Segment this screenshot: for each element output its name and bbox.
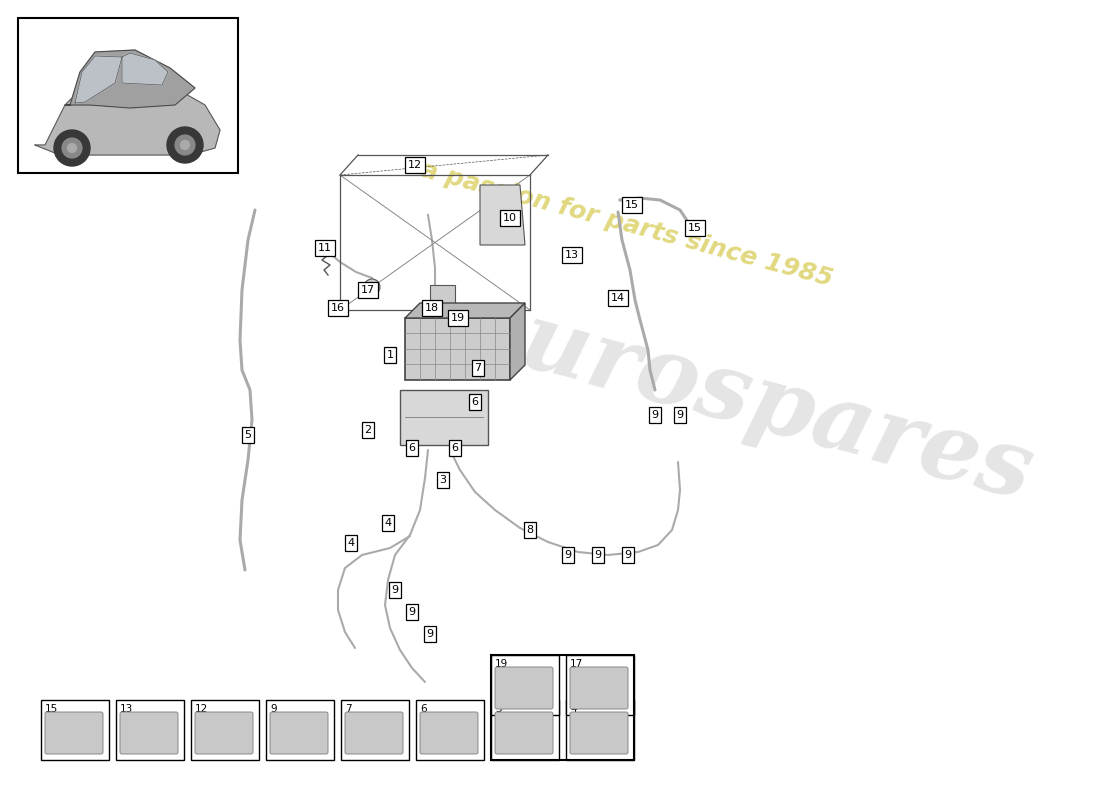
Bar — [491, 655, 559, 715]
Text: 11: 11 — [318, 243, 332, 253]
Text: 15: 15 — [45, 704, 58, 714]
Text: 5: 5 — [244, 430, 252, 440]
Bar — [41, 700, 109, 760]
FancyBboxPatch shape — [420, 712, 478, 754]
Bar — [566, 700, 634, 760]
Text: 9: 9 — [408, 607, 416, 617]
Text: 9: 9 — [564, 550, 572, 560]
Circle shape — [62, 138, 81, 158]
FancyBboxPatch shape — [495, 667, 553, 709]
Text: 15: 15 — [688, 223, 702, 233]
Text: 15: 15 — [625, 200, 639, 210]
Bar — [341, 700, 409, 760]
Text: 9: 9 — [427, 629, 433, 639]
Text: 16: 16 — [331, 303, 345, 313]
Text: 2: 2 — [364, 425, 372, 435]
Circle shape — [54, 130, 90, 166]
Text: 19: 19 — [495, 659, 508, 669]
Bar — [566, 655, 634, 715]
Text: 9: 9 — [392, 585, 398, 595]
Text: 6: 6 — [472, 397, 478, 407]
Text: 7: 7 — [345, 704, 352, 714]
FancyBboxPatch shape — [570, 712, 628, 754]
Polygon shape — [405, 318, 510, 380]
Bar — [416, 700, 484, 760]
FancyBboxPatch shape — [345, 712, 403, 754]
Text: 17: 17 — [570, 659, 583, 669]
Text: 13: 13 — [120, 704, 133, 714]
Polygon shape — [510, 303, 525, 380]
Bar — [491, 700, 559, 760]
Bar — [191, 700, 258, 760]
Polygon shape — [75, 56, 122, 103]
Polygon shape — [122, 53, 168, 85]
Text: 6: 6 — [420, 704, 427, 714]
FancyBboxPatch shape — [495, 712, 553, 754]
Polygon shape — [35, 75, 220, 155]
Polygon shape — [430, 285, 455, 315]
Text: 3: 3 — [440, 475, 447, 485]
Polygon shape — [480, 185, 525, 245]
Text: 7: 7 — [474, 363, 482, 373]
Text: 9: 9 — [594, 550, 602, 560]
FancyBboxPatch shape — [570, 667, 628, 709]
Polygon shape — [65, 50, 195, 108]
Text: 9: 9 — [625, 550, 631, 560]
Text: 18: 18 — [425, 303, 439, 313]
Bar — [18, 18, 238, 173]
Text: 19: 19 — [451, 313, 465, 323]
Text: 4: 4 — [384, 518, 392, 528]
Text: 10: 10 — [503, 213, 517, 223]
Bar — [491, 655, 634, 760]
Circle shape — [364, 279, 380, 295]
Text: 6: 6 — [451, 443, 459, 453]
FancyBboxPatch shape — [270, 712, 328, 754]
Bar — [266, 700, 334, 760]
FancyBboxPatch shape — [45, 712, 103, 754]
Text: 6: 6 — [408, 443, 416, 453]
Text: 14: 14 — [610, 293, 625, 303]
Text: a passion for parts since 1985: a passion for parts since 1985 — [418, 158, 836, 290]
Polygon shape — [405, 303, 525, 318]
FancyBboxPatch shape — [120, 712, 178, 754]
Text: 8: 8 — [527, 525, 534, 535]
Circle shape — [175, 135, 195, 155]
Text: 5: 5 — [495, 704, 502, 714]
Text: 12: 12 — [195, 704, 208, 714]
Polygon shape — [400, 390, 488, 445]
Circle shape — [167, 127, 204, 163]
Text: 1: 1 — [386, 350, 394, 360]
Text: eurospares: eurospares — [453, 281, 1043, 519]
Text: 9: 9 — [651, 410, 659, 420]
Circle shape — [180, 141, 189, 150]
FancyBboxPatch shape — [195, 712, 253, 754]
Text: 9: 9 — [676, 410, 683, 420]
Bar — [116, 700, 184, 760]
Circle shape — [67, 143, 77, 153]
Text: 4: 4 — [570, 704, 576, 714]
Text: 4: 4 — [348, 538, 354, 548]
Text: 17: 17 — [361, 285, 375, 295]
Text: 13: 13 — [565, 250, 579, 260]
Text: 9: 9 — [270, 704, 276, 714]
Text: 12: 12 — [408, 160, 422, 170]
